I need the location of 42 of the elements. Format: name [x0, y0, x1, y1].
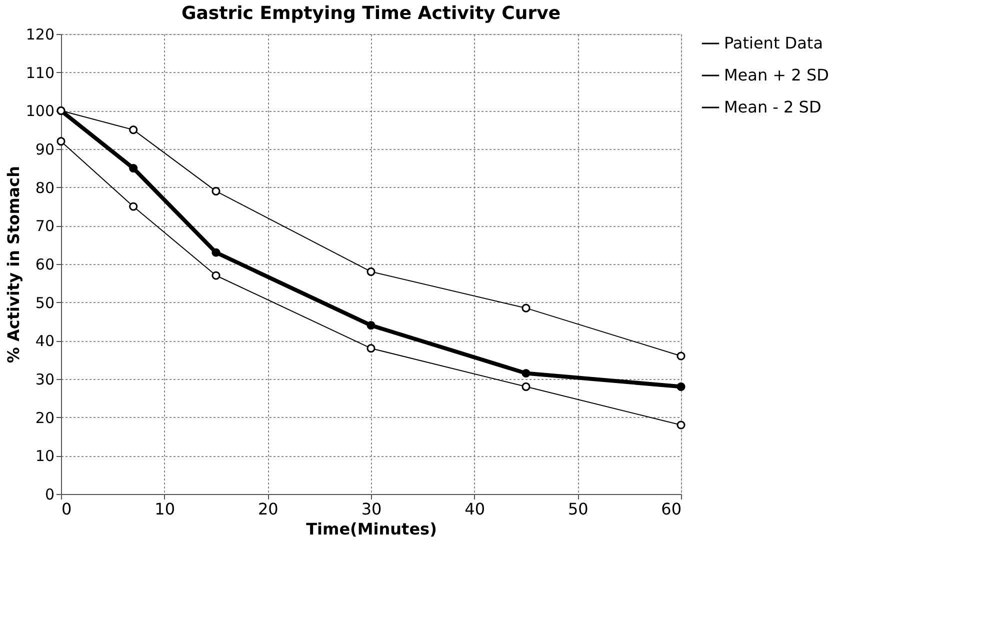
point — [522, 304, 530, 312]
y-tick-label: 60 — [35, 256, 54, 274]
legend-label: Mean - 2 SD — [724, 98, 822, 116]
point — [56, 137, 66, 146]
point — [676, 420, 686, 430]
x-tick-label: 50 — [568, 500, 588, 518]
y-tick-label: 30 — [35, 370, 54, 388]
y-tick-label: 20 — [35, 408, 54, 427]
point — [366, 344, 376, 353]
legend-label: Mean + 2 SD — [724, 66, 829, 84]
y-tick-label: 120 — [26, 26, 54, 44]
point — [212, 248, 220, 257]
y-tick-label: 80 — [35, 178, 54, 197]
point — [676, 352, 686, 360]
legend-label: Patient Data — [724, 34, 823, 52]
point — [212, 186, 220, 196]
x-tick-label: 40 — [464, 500, 486, 518]
point — [129, 164, 138, 172]
y-axis-title: % Activity in Stomach — [4, 166, 23, 364]
y-tick-label: 10 — [35, 447, 54, 466]
point — [212, 271, 220, 280]
point — [366, 321, 376, 330]
y-tick-label: 0 — [44, 486, 54, 504]
y-tick-label: 100 — [26, 102, 54, 120]
point — [366, 267, 376, 276]
x-tick-label: 30 — [361, 500, 382, 518]
x-tick-label: 60 — [661, 500, 682, 518]
x-axis-title: Time(Minutes) — [306, 520, 437, 538]
chart-title: Gastric Emptying Time Activity Curve — [181, 3, 561, 24]
y-tick-label: 50 — [35, 294, 54, 312]
y-tick-label: 40 — [35, 332, 54, 350]
x-tick-label: 10 — [154, 500, 176, 518]
y-tick-label: 110 — [26, 64, 54, 82]
point — [522, 368, 530, 378]
point — [676, 382, 686, 391]
point — [129, 202, 138, 211]
y-tick-label: 90 — [35, 140, 54, 158]
point — [522, 382, 530, 391]
x-tick-label: 20 — [258, 500, 278, 518]
point — [129, 126, 138, 134]
y-tick-label: 70 — [35, 217, 54, 236]
x-tick-label: 0 — [62, 500, 72, 518]
